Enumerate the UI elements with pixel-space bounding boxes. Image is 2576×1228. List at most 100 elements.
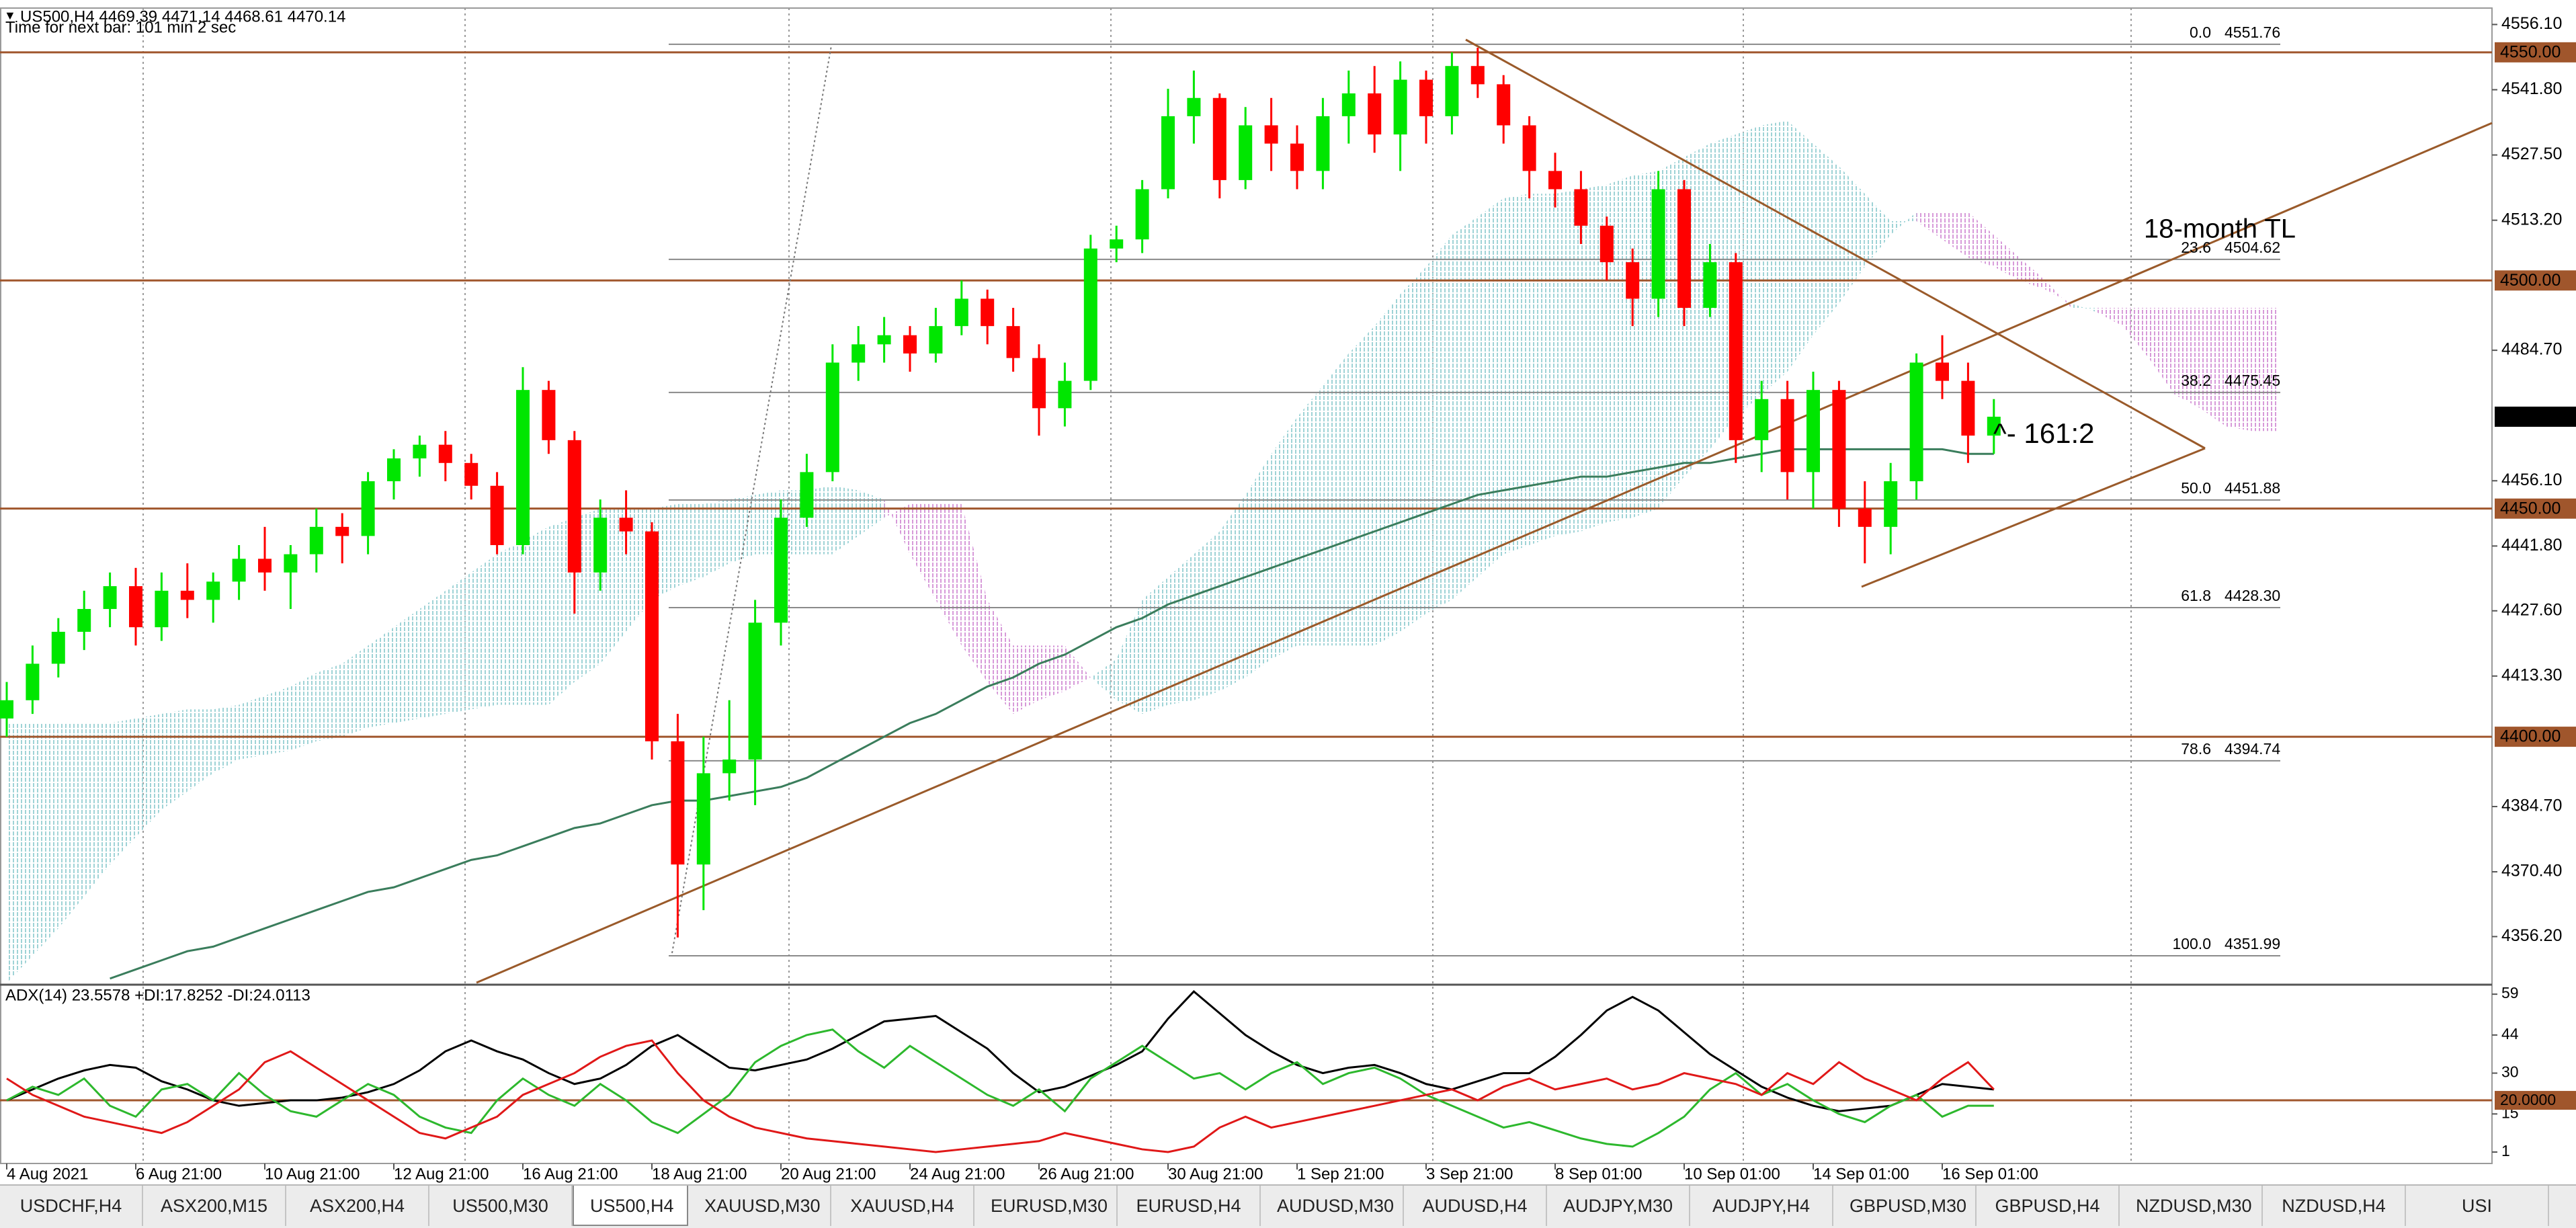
cloud-segment [1942, 212, 1968, 258]
candle-body [1522, 125, 1536, 171]
candle-body [929, 326, 943, 354]
cloud-segment [884, 499, 910, 555]
candle-body [671, 741, 685, 865]
x-tick-label: 16 Aug 21:00 [523, 1165, 618, 1183]
x-tick-label: 14 Sep 01:00 [1813, 1165, 1909, 1183]
candle-body [206, 581, 220, 600]
cloud-segment [729, 495, 755, 564]
cloud-segment [1194, 531, 1220, 700]
cloud-segment [110, 718, 136, 865]
cloud-segment [1839, 166, 1865, 304]
cloud-segment [394, 609, 420, 723]
indicator-title: ADX(14) 23.5578 +DI:17.8252 -DI:24.0113 [5, 986, 310, 1004]
trend-line [476, 122, 2493, 984]
symbol-tab[interactable]: AUDJPY,M30 [1547, 1186, 1690, 1226]
cloud-segment [1529, 194, 1555, 545]
symbol-tab[interactable]: EURUSD,M30 [974, 1186, 1118, 1226]
cloud-segment [2149, 307, 2175, 395]
symbol-tab[interactable]: AUDJPY,H4 [1690, 1186, 1833, 1226]
cloud-segment [1297, 385, 1323, 646]
cloud-segment [2174, 307, 2200, 409]
candle-body [1006, 326, 1020, 358]
cloud-segment [858, 490, 884, 536]
symbol-tab[interactable]: XAUUSD,H4 [831, 1186, 974, 1226]
cloud-segment [1916, 212, 1942, 240]
candle-body [490, 485, 504, 545]
fib-price: 4351.99 [2225, 935, 2280, 952]
cloud-segment [136, 714, 162, 837]
adx-lines [6, 990, 1995, 1153]
symbol-tab[interactable]: XAUUSD,M30 [688, 1186, 831, 1226]
x-tick-label: 3 Sep 21:00 [1426, 1165, 1513, 1183]
candle-body [1368, 93, 1382, 135]
y-tick-label: 4413.30 [2501, 665, 2562, 684]
candle-body [1703, 262, 1717, 308]
symbol-tab[interactable]: ASX200,H4 [286, 1186, 429, 1226]
symbol-tab[interactable]: AUDUSD,M30 [1261, 1186, 1404, 1226]
cloud-segment [961, 503, 988, 682]
symbol-line: US500,H4 4469.39 4471.14 4468.61 4470.14 [20, 7, 345, 26]
candle-body [1161, 116, 1175, 190]
cloud-segment [2251, 307, 2278, 432]
cloud-segment [265, 686, 291, 755]
cloud-segment [32, 723, 58, 956]
candle-body [1755, 399, 1769, 440]
cloud-segment [290, 673, 317, 751]
symbol-tab[interactable]: USDCHF,H4 [0, 1186, 143, 1226]
candle-body [954, 298, 968, 327]
y-tick-label: 4527.50 [2501, 145, 2562, 163]
fib-price: 4475.45 [2225, 372, 2280, 389]
trend-line [1465, 38, 2206, 450]
candle-body [851, 344, 866, 363]
indicator-line [6, 990, 1994, 1112]
cloud-segment [1452, 216, 1478, 600]
symbol-tab[interactable]: GBPUSD,H4 [1977, 1186, 2120, 1226]
candle-body [103, 586, 117, 610]
fib-ratio: 61.8 [2181, 587, 2211, 604]
cloud-segment [987, 600, 1013, 714]
text-layer: ▼ US500,H4 4469.39 4471.14 4468.61 4470.… [4, 7, 2576, 1183]
candle-body [1729, 262, 1743, 440]
candle-body [155, 590, 169, 628]
cloud-segment [161, 709, 188, 810]
candle-body [1393, 79, 1407, 135]
symbol-tab[interactable]: EURUSD,H4 [1118, 1186, 1261, 1226]
symbol-tab[interactable]: ASX200,M15 [143, 1186, 286, 1226]
candle-body [77, 609, 91, 632]
symbol-tab[interactable]: USI [2406, 1186, 2549, 1226]
symbol-tab[interactable]: GBPUSD,M30 [1833, 1186, 1977, 1226]
symbol-tab[interactable]: AUDUSD,H4 [1404, 1186, 1547, 1226]
candle-body [1599, 225, 1614, 263]
x-tick-label: 10 Aug 21:00 [265, 1165, 360, 1183]
candle-body [1574, 189, 1588, 226]
cloud-segment [2097, 307, 2123, 327]
candle-body [1832, 390, 1846, 509]
cloud-segment [84, 723, 110, 897]
fib-price: 4504.62 [2225, 239, 2280, 256]
cloud-segment [1864, 194, 1891, 267]
candle-body [0, 700, 13, 719]
cloud-segment [703, 499, 730, 577]
y-tick-label: 4441.80 [2501, 536, 2562, 555]
cloud-segment [419, 590, 446, 719]
candle-body [1497, 84, 1511, 126]
symbol-tab[interactable]: US500,M30 [429, 1186, 573, 1226]
cloud-segment [1065, 645, 1091, 692]
candle-body [593, 518, 608, 573]
candle-body [464, 462, 479, 486]
symbol-tab[interactable]: NZDUSD,M30 [2120, 1186, 2263, 1226]
y-tick-label: 4456.10 [2501, 470, 2562, 489]
indicator-level-box [2495, 1091, 2576, 1110]
y-tick-label: 30 [2501, 1063, 2519, 1081]
candle-body [1419, 79, 1433, 116]
symbol-tab[interactable]: US500,H4 [573, 1186, 688, 1226]
cloud-segment [1013, 645, 1039, 714]
candle-body [619, 518, 633, 532]
x-tick-label: 26 Aug 21:00 [1039, 1165, 1134, 1183]
cloud-segment [58, 723, 85, 929]
symbol-tab[interactable]: NZDUSD,H4 [2263, 1186, 2406, 1226]
candle-body [284, 554, 298, 573]
x-tick-label: 6 Aug 21:00 [136, 1165, 222, 1183]
collapse-icon[interactable]: ▼ [4, 9, 16, 22]
